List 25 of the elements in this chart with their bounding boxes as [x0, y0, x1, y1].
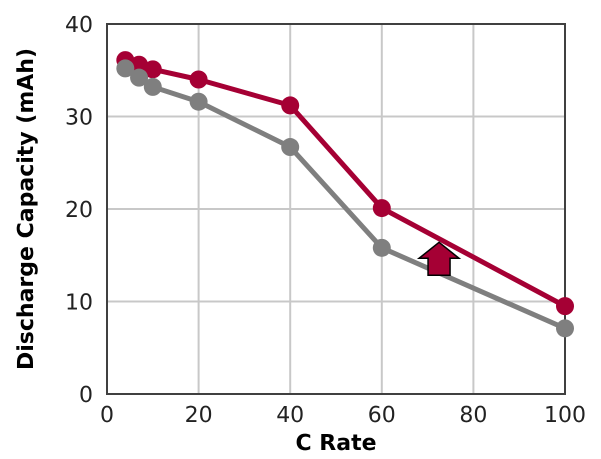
y-tick-label: 40 [65, 13, 93, 38]
y-tick-label: 20 [65, 198, 93, 223]
point [372, 199, 391, 218]
point [144, 78, 162, 96]
y-tick-label: 30 [65, 106, 93, 130]
x-tick-label: 40 [276, 403, 304, 428]
point [190, 92, 208, 111]
y-tick-label: 0 [79, 383, 93, 408]
point [190, 70, 208, 88]
x-tick-label: 80 [459, 403, 488, 428]
point [281, 138, 300, 156]
y-axis-title: Discharge Capacity (mAh) [14, 48, 39, 370]
point [556, 297, 574, 316]
x-tick-label: 0 [100, 403, 114, 428]
point [144, 60, 162, 78]
point [556, 319, 574, 338]
x-tick-label: 60 [368, 403, 396, 428]
point [281, 96, 300, 114]
point [372, 238, 391, 257]
y-tick-label: 10 [65, 290, 93, 316]
x-axis-title: C Rate [295, 431, 377, 456]
point [130, 68, 148, 87]
x-tick-label: 20 [184, 403, 213, 428]
x-tick-label: 100 [544, 403, 586, 428]
point [116, 59, 134, 78]
